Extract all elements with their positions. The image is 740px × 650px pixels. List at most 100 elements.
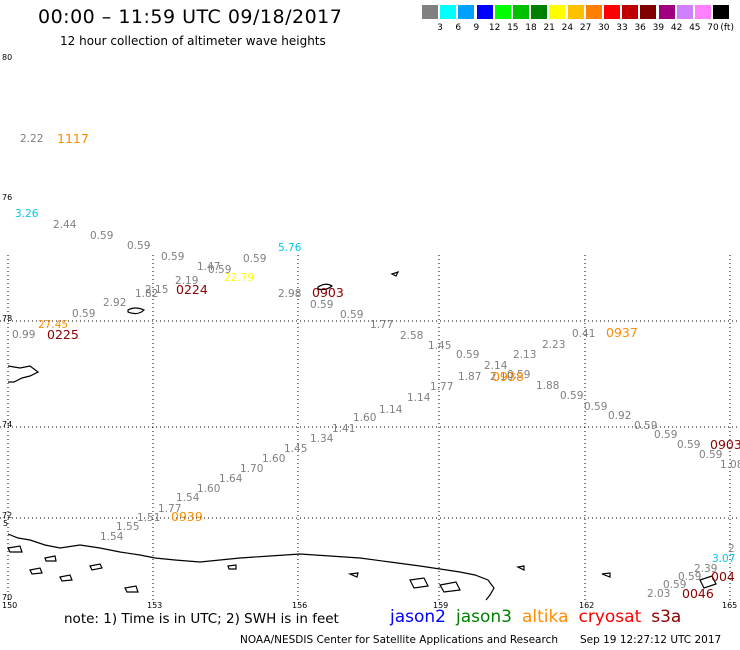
legend-swatch [604,5,620,19]
wave-height-label: 0.59 [161,251,184,263]
island-south-7 [409,577,429,589]
wave-height-label: 0.59 [340,309,363,321]
pass-time-label: 004 [711,569,735,584]
satellite-name-jason2: jason2 [390,607,446,627]
pass-time-labels: 1117 0224 0903 0225 0937 0938 0903 0939 004 0046 [47,131,740,601]
wave-height-label: 1.41 [332,423,355,435]
legend-swatch [695,5,711,19]
wave-height-label: 0.59 [560,390,583,402]
wave-height-label: 0.59 [678,571,701,583]
wave-height-label: 27.45 [38,319,68,331]
legend-label: 70 [707,23,719,33]
wave-height-label: 1.54 [100,531,124,543]
latitude-label: 76 [2,193,12,202]
legend-swatch [640,5,657,19]
mainland-coast [7,533,495,601]
longitude-labels: 150 153 156 159 162 165 [2,601,737,610]
latitude-label: 74 [2,420,12,429]
legend-label: 42 [670,23,683,33]
satellite-name-altika: altika [522,607,569,627]
wave-height-label: 3.07 [712,553,735,565]
wave-height-label: 1.60 [262,453,285,465]
legend-label: 3 [437,23,443,33]
island-south-11 [699,575,717,589]
wave-height-label: 0.59 [699,449,722,461]
wave-height-label: 1.54 [176,492,200,504]
coastline [7,270,717,601]
latitude-labels: 80 76 78 74 72 70 5 [2,53,12,602]
longitude-label: 153 [147,601,162,610]
island-south-12 [7,545,23,553]
wave-height-label: 1.55 [116,521,139,533]
island-west-landmass [7,365,40,383]
map-title: 00:00 – 11:59 UTC 09/18/2017 [38,6,343,28]
wave-height-label: 0.59 [654,429,677,441]
satellite-name-s3a: s3a [651,607,682,627]
wave-height-label: 1.70 [240,463,263,475]
wave-height-label: 0.59 [456,349,479,361]
wave-height-label: 2.39 [694,563,717,575]
legend-label: 15 [507,23,519,33]
pass-time-label: 0903 [312,285,344,300]
legend-swatch [549,5,566,19]
legend-swatch [422,5,438,19]
pass-time-label: 0937 [606,325,638,340]
wave-height-label: 0.59 [663,579,686,591]
island-south-6 [347,572,359,578]
wave-height-label: 2.10 [490,371,513,383]
pass-time-label: 0225 [47,327,79,342]
wave-height-label: 2.92 [103,297,126,309]
wave-height-label: 1.51 [137,512,160,524]
wave-height-label: 3.26 [15,208,39,220]
pass-time-label: 0903 [710,437,740,452]
legend-label: 33 [616,23,628,33]
wave-height-label: 2.22 [20,133,43,145]
wave-height-label: 2.23 [542,339,565,351]
island-south-13 [44,555,57,562]
latitude-label: 78 [2,314,12,323]
legend-swatch [494,5,511,19]
wave-height-label: 0.59 [90,230,113,242]
island-small-1 [127,307,146,315]
legend-label: 30 [598,23,610,33]
wave-height-label: 2.03 [647,588,670,600]
legend-label: 24 [561,23,574,33]
grid-lines [0,255,740,600]
wave-height-label: 0.59 [584,401,607,413]
legend-swatch [676,5,693,19]
longitude-label: 165 [722,601,737,610]
island-south-4 [124,585,139,593]
wave-height-label: 2.14 [484,360,508,372]
wave-height-label: 0.59 [208,264,231,276]
legend-label: 21 [543,23,555,33]
island-south-10 [601,572,611,578]
legend-swatch [658,5,675,19]
legend-swatch [567,5,584,19]
wave-height-label: 1.77 [158,503,181,515]
legend-swatch [531,5,548,19]
map-note: note: 1) Time is in UTC; 2) SWH is in fe… [64,611,339,627]
wave-height-label: 2.19 [175,275,198,287]
wave-height-label: 1.08 [720,459,740,471]
wave-height-label: 0.92 [608,410,631,422]
longitude-label: 162 [579,601,594,610]
legend-swatch [713,5,730,19]
wave-height-label: 0.59 [310,299,333,311]
wave-height-labels: 2.223.262.440.590.590.591.470.590.595.76… [12,133,740,600]
island-south-5 [227,564,237,570]
island-south-2 [59,574,73,582]
pass-time-label: 1117 [57,131,89,146]
latitude-label: 70 [2,593,12,602]
wave-height-label: 0.59 [243,253,266,265]
wave-height-label: 1.45 [284,443,307,455]
legend-label: 27 [579,23,592,33]
legend-swatch [622,5,639,19]
wave-height-label: 0.59 [127,240,150,252]
legend-swatch [440,5,457,19]
wave-height-label: 2.15 [145,284,168,296]
longitude-label: 150 [2,601,17,610]
wave-height-label: 1.87 [458,371,481,383]
island-south-8 [439,581,461,593]
wave-height-label: 1.88 [536,380,559,392]
